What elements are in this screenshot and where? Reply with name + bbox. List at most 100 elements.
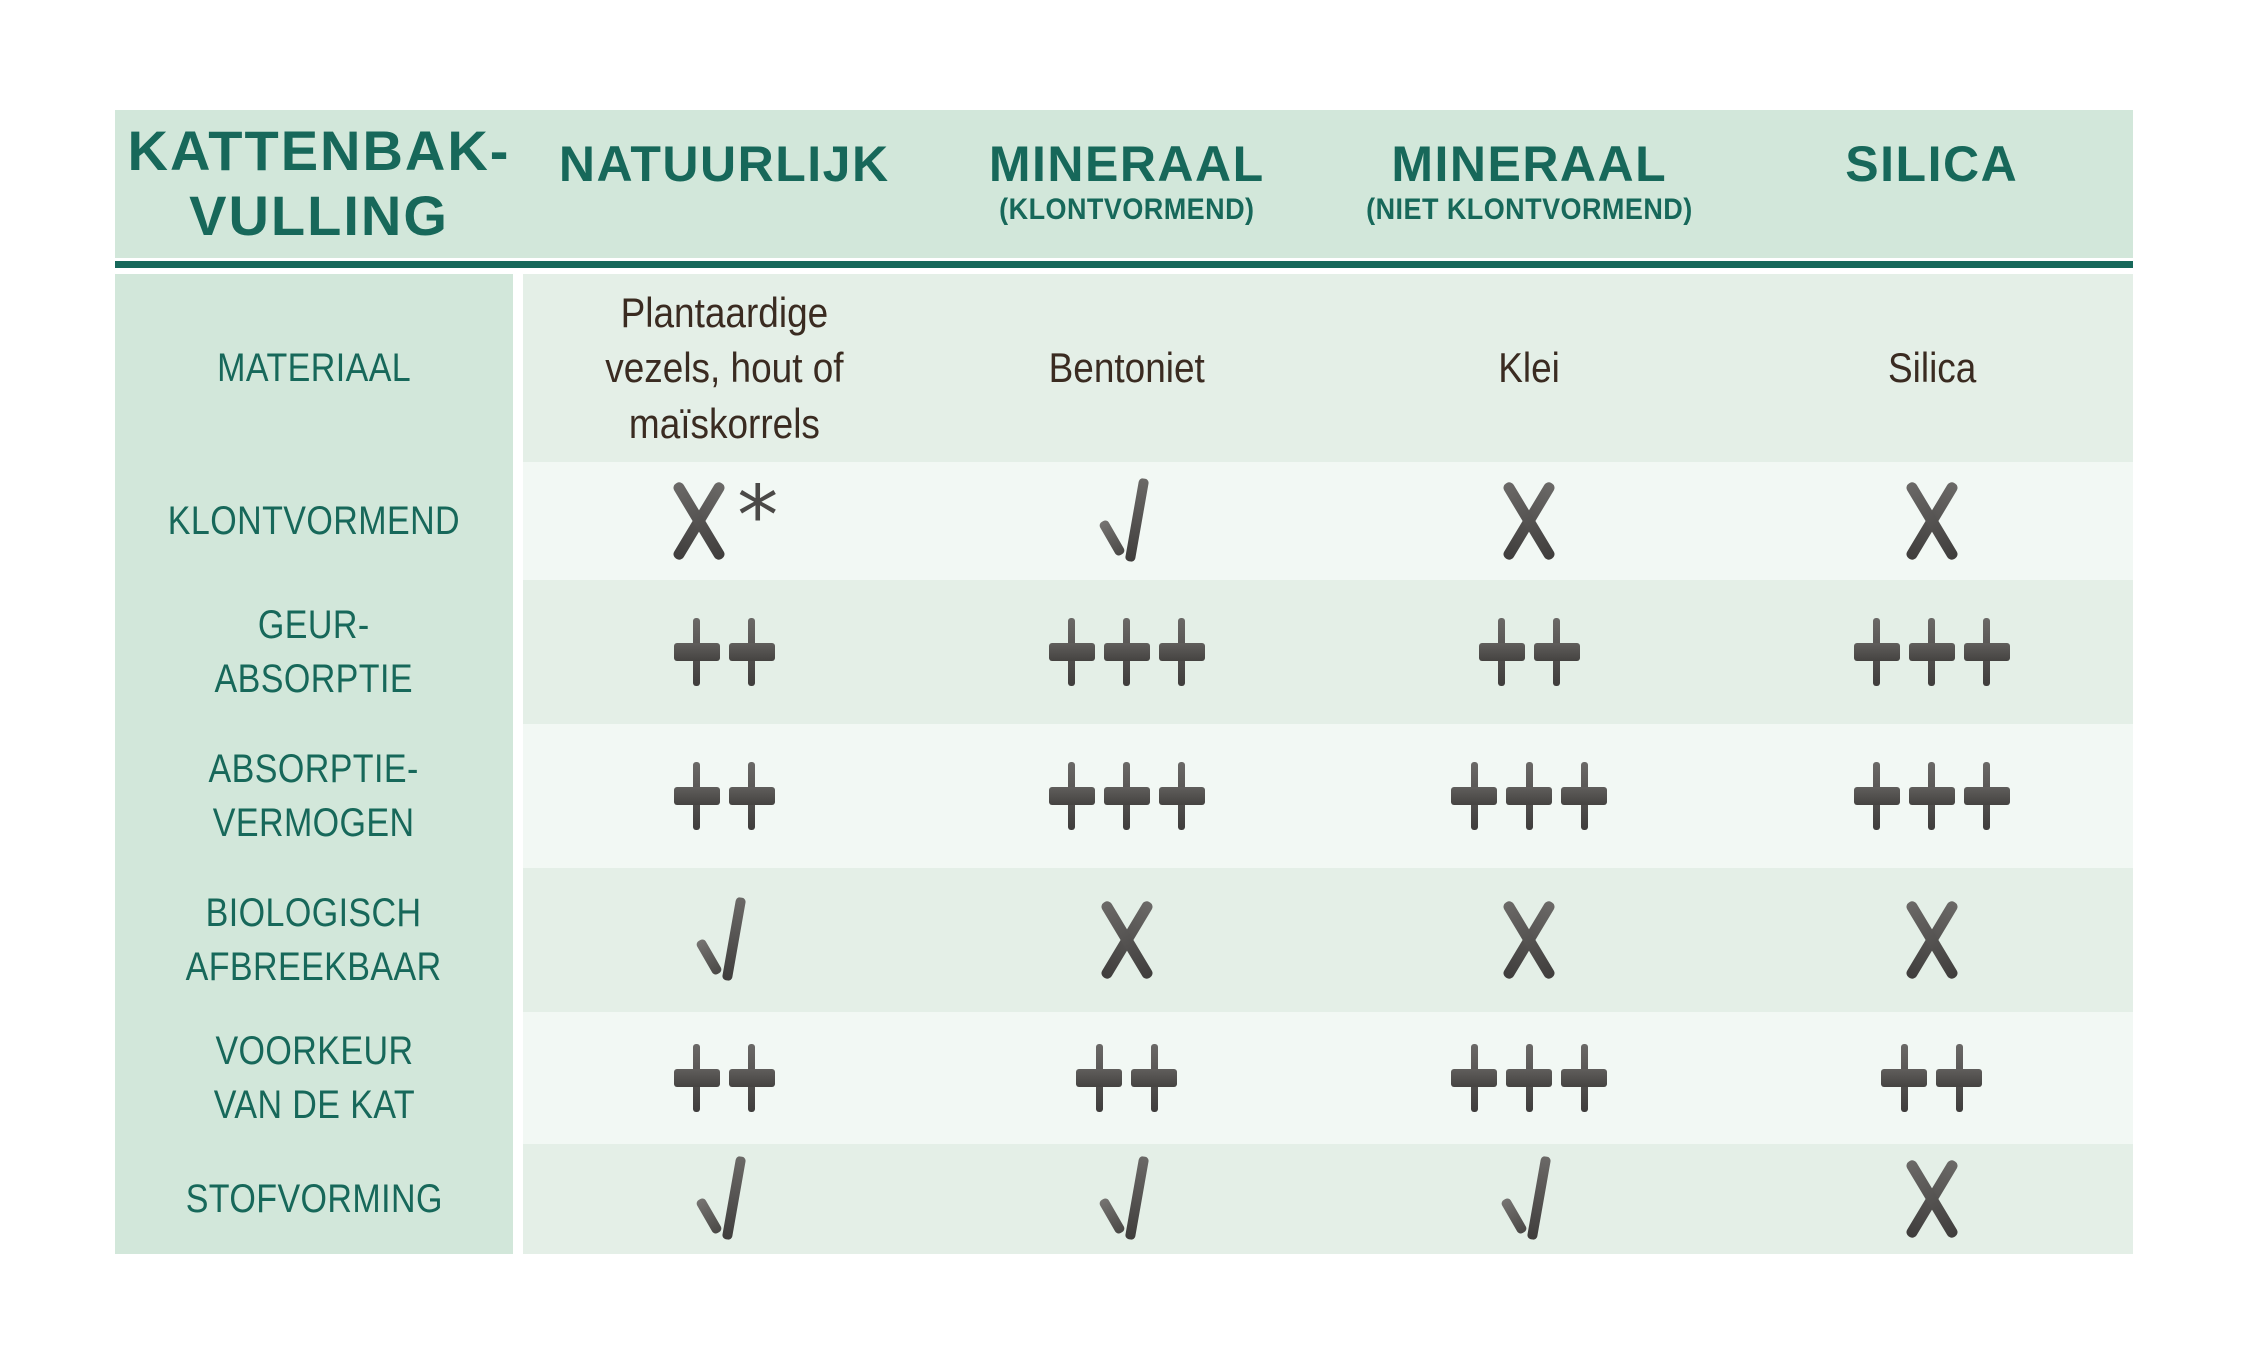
plus-icon [673, 762, 720, 830]
plus-icon [1908, 618, 1955, 686]
table-title: KATTENBAK- VULLING [127, 119, 511, 247]
row-label: VOORKEUR VAN DE KAT [115, 1012, 513, 1144]
plus-icon [1478, 618, 1525, 686]
row-label: MATERIAAL [115, 274, 513, 462]
cell-text: Bentoniet [1048, 344, 1205, 392]
table-cell [1730, 580, 2133, 724]
plus-icon [1103, 618, 1150, 686]
table-cell [925, 868, 1328, 1012]
table-cell [1328, 724, 1731, 868]
check-icon [1504, 1159, 1554, 1239]
check-icon [1102, 1159, 1152, 1239]
table-row: Plantaardige vezels, hout of maïskorrels… [523, 274, 2133, 462]
table-row [523, 1012, 2133, 1144]
cell-text: Silica [1887, 344, 1976, 392]
plus-icon [1908, 762, 1955, 830]
plus-icon [728, 618, 775, 686]
cross-icon [1903, 483, 1961, 559]
column-headers: NATUURLIJK MINERAAL (KLONTVORMEND) MINERAAL… [523, 110, 2133, 258]
cross-icon [1500, 902, 1558, 978]
table-header-row: KATTENBAK- VULLING NATUURLIJK MINERAAL (KL… [115, 110, 2133, 258]
table-cell [1730, 1012, 2133, 1144]
column-header: MINERAAL (KLONTVORMEND) [926, 110, 1329, 258]
row-label: BIOLOGISCH AFBREEKBAAR [115, 868, 513, 1012]
plus-icon [1561, 1044, 1608, 1112]
row-label-text: VOORKEUR VAN DE KAT [213, 1029, 415, 1127]
plus-icon [1076, 1044, 1123, 1112]
row-label: GEUR- ABSORPTIE [115, 580, 513, 724]
plus-icon [1451, 1044, 1498, 1112]
plus-icon [673, 618, 720, 686]
table-cell [523, 1012, 926, 1144]
check-icon [699, 1159, 749, 1239]
table-cell [1730, 1144, 2133, 1254]
cross-icon [1500, 483, 1558, 559]
row-label-column: MATERIAAL KLONTVORMEND GEUR- ABSORPTIE ABSO… [115, 274, 513, 1254]
plus-icon [1158, 618, 1205, 686]
row-label-text: BIOLOGISCH AFBREEKBAAR [186, 891, 442, 989]
comparison-table: KATTENBAK- VULLING NATUURLIJK MINERAAL (KL… [115, 110, 2133, 1254]
table-cell [1328, 462, 1731, 580]
plus-icon [1533, 618, 1580, 686]
column-title: SILICA [1845, 135, 2019, 192]
column-title: NATUURLIJK [558, 135, 890, 192]
plus-icon [1506, 1044, 1553, 1112]
table-cell: Plantaardige vezels, hout of maïskorrels [523, 274, 926, 462]
table-cell [1730, 462, 2133, 580]
table-cell: * [523, 462, 926, 580]
plus-icon [728, 762, 775, 830]
table-cell [925, 580, 1328, 724]
table-row [523, 868, 2133, 1012]
table-cell: Silica [1730, 274, 2133, 462]
table-cell: Klei [1328, 274, 1731, 462]
asterisk-icon: * [737, 469, 779, 564]
column-title: MINERAAL [988, 135, 1265, 192]
cross-icon [1903, 1161, 1961, 1237]
table-cell [1730, 868, 2133, 1012]
header-divider [115, 261, 2133, 268]
table-cell [925, 1012, 1328, 1144]
column-subtitle: (NIET KLONTVORMEND) [1365, 193, 1693, 227]
plus-icon [1936, 1044, 1983, 1112]
plus-icon [1963, 762, 2010, 830]
plus-icon [1561, 762, 1608, 830]
cross-icon [1098, 902, 1156, 978]
plus-icon [673, 1044, 720, 1112]
table-cell [925, 724, 1328, 868]
column-subtitle: (KLONTVORMEND) [999, 193, 1255, 227]
table-cell [1328, 1012, 1731, 1144]
plus-icon [1963, 618, 2010, 686]
check-icon [699, 900, 749, 980]
column-header: NATUURLIJK [523, 110, 926, 258]
column-separator [513, 274, 523, 1254]
plus-icon [1048, 762, 1095, 830]
column-title: MINERAAL [1391, 135, 1668, 192]
column-header: SILICA [1731, 110, 2134, 258]
cross-icon [670, 483, 728, 559]
cross-icon [1903, 902, 1961, 978]
table-row [523, 580, 2133, 724]
table-cell [925, 1144, 1328, 1254]
table-cell [925, 462, 1328, 580]
row-label-text: KLONTVORMEND [167, 499, 461, 543]
plus-icon [1131, 1044, 1178, 1112]
table-row: * [523, 462, 2133, 580]
plus-icon [1506, 762, 1553, 830]
table-cell [523, 580, 926, 724]
plus-icon [728, 1044, 775, 1112]
table-cell [523, 724, 926, 868]
data-columns: Plantaardige vezels, hout of maïskorrels… [523, 274, 2133, 1254]
row-label: ABSORPTIE- VERMOGEN [115, 724, 513, 868]
table-row [523, 1144, 2133, 1254]
row-label-text: MATERIAAL [216, 346, 412, 390]
row-label-text: STOFVORMING [185, 1177, 443, 1221]
plus-icon [1853, 618, 1900, 686]
table-cell [1328, 868, 1731, 1012]
row-label-text: ABSORPTIE- VERMOGEN [208, 747, 420, 845]
plus-icon [1451, 762, 1498, 830]
row-label-text: GEUR- ABSORPTIE [214, 603, 414, 701]
table-cell [1328, 1144, 1731, 1254]
table-cell [523, 1144, 926, 1254]
table-row [523, 724, 2133, 868]
